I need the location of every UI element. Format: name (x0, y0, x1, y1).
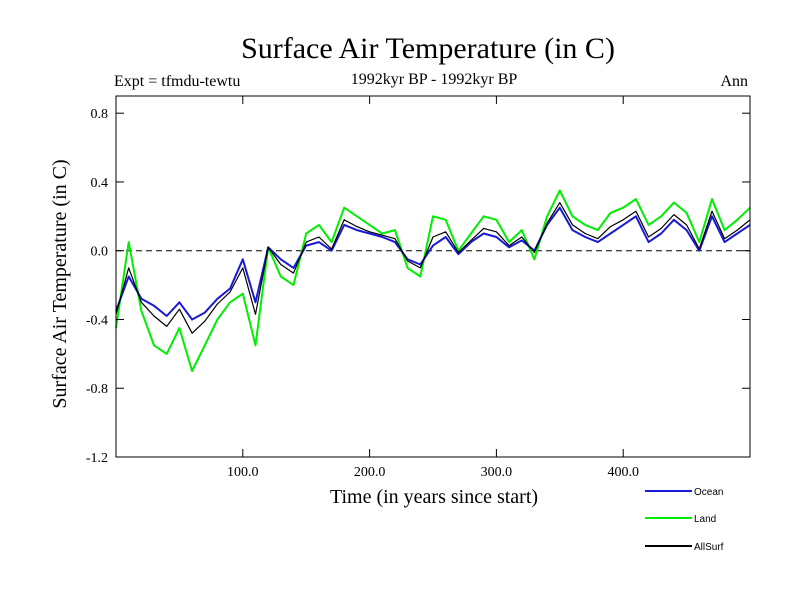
period-label: 1992kyr BP - 1992kyr BP (351, 71, 518, 88)
x-tick-label: 300.0 (481, 465, 513, 480)
plot-frame (115, 95, 751, 458)
legend: Ocean Land AllSurf (645, 487, 724, 553)
x-tick-label: 100.0 (227, 465, 259, 480)
y-tick-label: 0.0 (91, 245, 109, 260)
legend-label-land: Land (694, 514, 716, 525)
plot-area: -1.2 -0.8 -0.4 0.0 0.4 0.8 100.0 200.0 300.0 400.… (86, 95, 751, 480)
experiment-label: Expt = tfmdu-tewtu (114, 73, 240, 90)
y-tick-label: -0.4 (86, 313, 108, 328)
y-axis-label: Surface Air Temperature (in C) (49, 159, 71, 408)
chart-title: Surface Air Temperature (in C) (241, 32, 615, 65)
y-tick-label: 0.8 (91, 107, 109, 122)
series-line-land (115, 189, 751, 372)
y-tick-label: -1.2 (86, 451, 108, 466)
legend-label-allsurf: AllSurf (694, 542, 724, 553)
season-label: Ann (720, 73, 748, 90)
x-axis-label: Time (in years since start) (330, 486, 538, 508)
legend-label-ocean: Ocean (694, 487, 723, 498)
y-tick-label: -0.8 (86, 382, 108, 397)
x-tick-label: 200.0 (354, 465, 386, 480)
series-line-allsurf (115, 202, 751, 334)
series-line-ocean (115, 206, 751, 321)
y-tick-label: 0.4 (91, 176, 109, 191)
x-tick-label: 400.0 (607, 465, 639, 480)
